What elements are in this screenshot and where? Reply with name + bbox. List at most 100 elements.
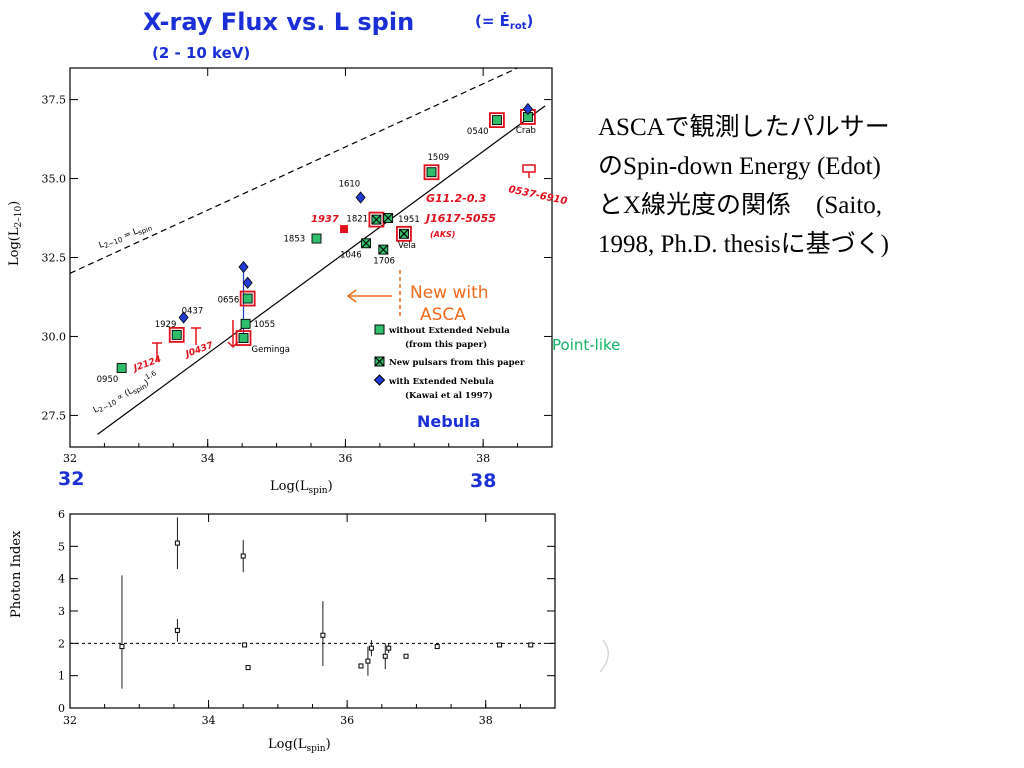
hand-x-32: 32: [58, 468, 84, 490]
sub-y-tick-label: 3: [58, 605, 65, 618]
point-label: 1610: [339, 179, 361, 189]
point-marker-square: [426, 167, 437, 178]
new-with-text: New with: [410, 283, 489, 303]
photon-index-point: [368, 645, 374, 651]
point-marker-ring: [168, 326, 185, 343]
aks-label: (AKS): [430, 230, 455, 239]
point-marker-square: [491, 115, 502, 126]
main-y-tick-label: 30.0: [42, 330, 67, 343]
point-marker-square: [242, 293, 253, 304]
point-label: 0437: [182, 307, 204, 317]
photon-index-point: [174, 540, 180, 546]
point-marker-cross: [399, 228, 409, 239]
point-marker-square: [238, 333, 249, 343]
sub-x-tick-label: 36: [340, 714, 354, 727]
point-marker-ring: [489, 112, 505, 129]
photon-index-point: [365, 658, 371, 664]
legend-label-3: with Extended Nebula: [388, 377, 494, 387]
point-label: 1821: [346, 215, 368, 225]
point-label: Crab: [516, 126, 536, 136]
sub-x-tick-label: 32: [63, 714, 77, 727]
sub-y-tick-label: 1: [58, 670, 65, 683]
point-marker-ring: [235, 330, 252, 346]
photon-index-point: [119, 644, 125, 650]
nebula-label: Nebula: [417, 412, 480, 431]
sub-x-tick-label: 34: [202, 714, 216, 727]
red-bar-j0437: [191, 327, 201, 345]
legend-marker-diamond: [373, 374, 386, 386]
main-x-tick-label: 34: [201, 452, 215, 465]
j0437-label: J0437: [183, 340, 216, 360]
sub-x-tick-label: 38: [479, 714, 493, 727]
main-y-tick-label: 32.5: [42, 252, 67, 265]
point-marker-diamond: [178, 311, 189, 324]
sub-y-tick-label: 0: [58, 702, 65, 715]
photon-index-point: [242, 642, 248, 648]
point-marker-diamond: [522, 102, 533, 116]
photon-index-point: [386, 645, 392, 651]
sub-y-tick-label: 2: [58, 637, 65, 650]
hand-x-38: 38: [470, 470, 496, 492]
point-1937-marker: [340, 225, 349, 234]
dashed-equality-line: [70, 68, 520, 274]
point-label: 1929: [155, 320, 177, 330]
caption-line-2: のSpin-down Energy (Edot): [598, 153, 881, 180]
main-y-tick-label: 37.5: [42, 94, 67, 107]
point-label: 1055: [254, 320, 276, 330]
legend-label-2: New pulsars from this paper: [389, 358, 525, 368]
caption-line-3: とX線光度の関係 (Saito,: [598, 192, 883, 219]
point-marker-diamond: [238, 260, 249, 274]
asca-text: ASCA: [420, 305, 466, 325]
point-marker-cross: [378, 244, 389, 255]
legend-marker-cross-lines: [374, 356, 385, 367]
red-symbol-0537: [522, 164, 536, 178]
photon-index-point: [358, 663, 364, 669]
sub-y-tick-label: 4: [58, 573, 65, 586]
point-label: 0656: [218, 296, 240, 306]
j2124-label: J2124: [131, 355, 163, 375]
solid-fit-line: [97, 105, 546, 435]
new-with-arrow: [346, 289, 392, 303]
sub-y-tick-label: 6: [58, 508, 65, 521]
point-marker-ring: [239, 290, 256, 307]
main-x-tick-label: 32: [63, 452, 77, 465]
main-x-tick-label: 36: [338, 452, 352, 465]
legend-marker-green: [374, 324, 385, 335]
point-marker-square: [240, 318, 251, 329]
point-like-label: Point-like: [552, 336, 620, 354]
point-label: 1853: [284, 235, 306, 245]
point-marker-cross: [371, 214, 382, 225]
point-label: 0540: [467, 127, 489, 137]
point-marker-cross: [383, 213, 394, 223]
photon-index-point: [240, 553, 246, 559]
caption-block: ASCAで観測したパルサー のSpin-down Energy (Edot) と…: [598, 108, 1018, 264]
photon-index-point: [382, 653, 388, 659]
caption-line-4: 1998, Ph.D. thesisに基づく): [598, 231, 889, 258]
caption-line-1: ASCAで観測したパルサー: [598, 114, 890, 141]
p1937-label: 1937: [311, 214, 339, 225]
title-text: X-ray Flux vs. L spin: [143, 8, 414, 36]
point-label: Geminga: [252, 345, 290, 355]
photon-index-point: [528, 642, 534, 648]
point-label: 1509: [428, 153, 450, 163]
photon-index-point: [403, 653, 409, 659]
j1617-label: J1617-5055: [424, 212, 496, 225]
point-label: 0950: [97, 375, 119, 385]
photon-index-point: [497, 642, 503, 648]
energy-band: (2 - 10 keV): [152, 44, 250, 62]
point-marker-ring: [396, 225, 412, 242]
point-label: Vela: [398, 241, 416, 251]
red-arrow-1055: [227, 320, 239, 349]
sub-y-tick-label: 5: [58, 540, 65, 553]
legend-label-3b: (Kawai et al 1997): [405, 390, 493, 401]
photon-index-point: [174, 627, 180, 633]
sub-x-axis-label: Log(Lspin): [268, 737, 331, 754]
point-marker-square: [171, 329, 182, 340]
legend-label-1: without Extended Nebula: [388, 326, 510, 336]
point-label: 1046: [340, 250, 362, 260]
sub-y-axis-label: Photon Index: [9, 530, 24, 618]
